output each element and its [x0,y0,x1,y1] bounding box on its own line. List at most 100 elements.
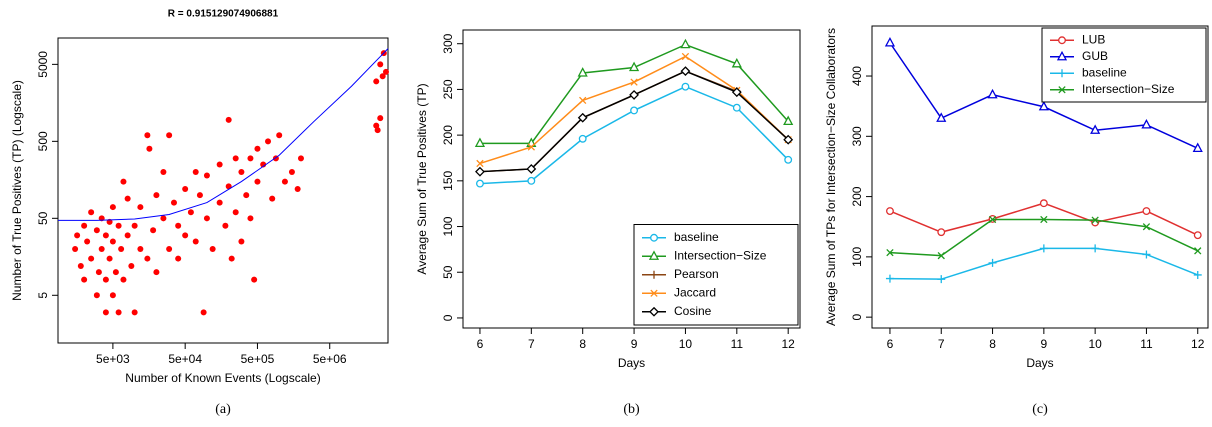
scatter-point [120,178,127,185]
point-marker [937,275,946,284]
point-marker [628,61,640,72]
point-marker [1142,223,1151,231]
plot-frame [462,29,801,329]
scatter-point [377,115,384,122]
y-tick-label: 500 [36,131,50,151]
scatter-point [120,276,127,283]
legend-marker [1058,86,1066,94]
legend-marker [1058,69,1066,78]
plot-frame [871,25,1209,329]
scatter-point [276,132,283,139]
scatter-point [238,238,245,245]
y-axis-label: Average Sum of TPs for Intersection−Size… [824,28,838,326]
point-marker [1040,215,1048,224]
scatter-point [374,127,381,134]
point-marker [886,207,894,216]
scatter-point [228,255,235,262]
scatter-point [84,238,91,245]
x-tick-label: 5e+06 [313,352,347,366]
scatter-point [260,161,267,168]
scatter-point [294,186,301,193]
y-tick-label: 100 [850,247,864,267]
point-marker [886,248,894,257]
scatter-point [196,192,203,199]
legend-marker [1056,50,1068,61]
point-marker [988,258,997,267]
point-marker [988,215,997,224]
x-tick-label: 11 [731,337,744,351]
scatter-point [72,245,79,252]
scatter-point [137,245,144,252]
point-marker [680,66,691,77]
point-marker [527,143,535,151]
point-marker [1192,142,1203,153]
point-marker [937,252,945,260]
y-tick-label: 250 [441,79,455,99]
point-marker [731,87,742,98]
y-tick-label: 400 [850,66,864,86]
scatter-point [192,168,199,175]
scatter-point [251,276,258,283]
series-line [479,70,789,173]
point-marker [526,164,537,174]
point-marker [1193,231,1202,240]
point-marker [1193,270,1202,279]
point-marker [476,179,484,188]
point-marker [937,228,946,237]
scatter-point [74,232,81,239]
legend-marker [650,289,658,297]
scatter-point [153,192,160,199]
scatter-point [377,61,384,68]
y-tick-label: 5000 [36,51,50,78]
point-marker [1039,199,1048,208]
scatter-point [118,245,125,252]
scatter-point [200,309,207,316]
scatter-point [269,195,276,202]
scatter-point [77,263,84,270]
y-tick-label: 300 [441,33,455,53]
legend-marker [1058,36,1066,45]
scatter-point [124,232,131,239]
legend-label: baseline [674,230,719,244]
x-tick-label: 8 [989,337,996,351]
scatter-point [88,255,95,262]
x-tick-label: 5e+03 [96,352,130,366]
caption: (a) [215,402,231,417]
scatter-point [225,116,232,123]
legend-marker [648,250,660,260]
point-marker [732,103,741,112]
x-tick-label: 7 [528,337,535,351]
legend-marker [650,233,658,242]
scatter-point [203,172,210,179]
point-marker [885,274,894,283]
scatter-point [192,238,199,245]
point-marker [630,78,638,86]
point-marker [681,82,690,91]
scatter-point [160,215,167,222]
y-tick-label: 200 [850,186,864,206]
x-tick-label: 12 [1191,337,1205,351]
scatter-point [106,255,113,262]
scatter-point [243,192,250,199]
scatter-point [109,292,116,299]
point-marker [1142,250,1151,259]
scatter-point [222,222,229,229]
x-tick-label: 12 [782,337,796,351]
y-tick-label: 100 [441,216,455,236]
point-marker [1142,207,1151,216]
point-marker [681,52,690,61]
legend-marker [649,306,659,317]
x-tick-label: 8 [579,337,586,351]
scatter-point [146,145,153,152]
scatter-point [102,276,109,283]
scatter-point [153,269,160,276]
point-marker [1090,124,1101,134]
scatter-point [95,269,102,276]
x-axis-label: Days [1026,356,1053,370]
point-marker [783,115,794,126]
legend-label: baseline [1082,65,1127,79]
scatter-point [128,263,135,270]
scatter-point [144,132,151,139]
scatter-point [187,209,194,216]
